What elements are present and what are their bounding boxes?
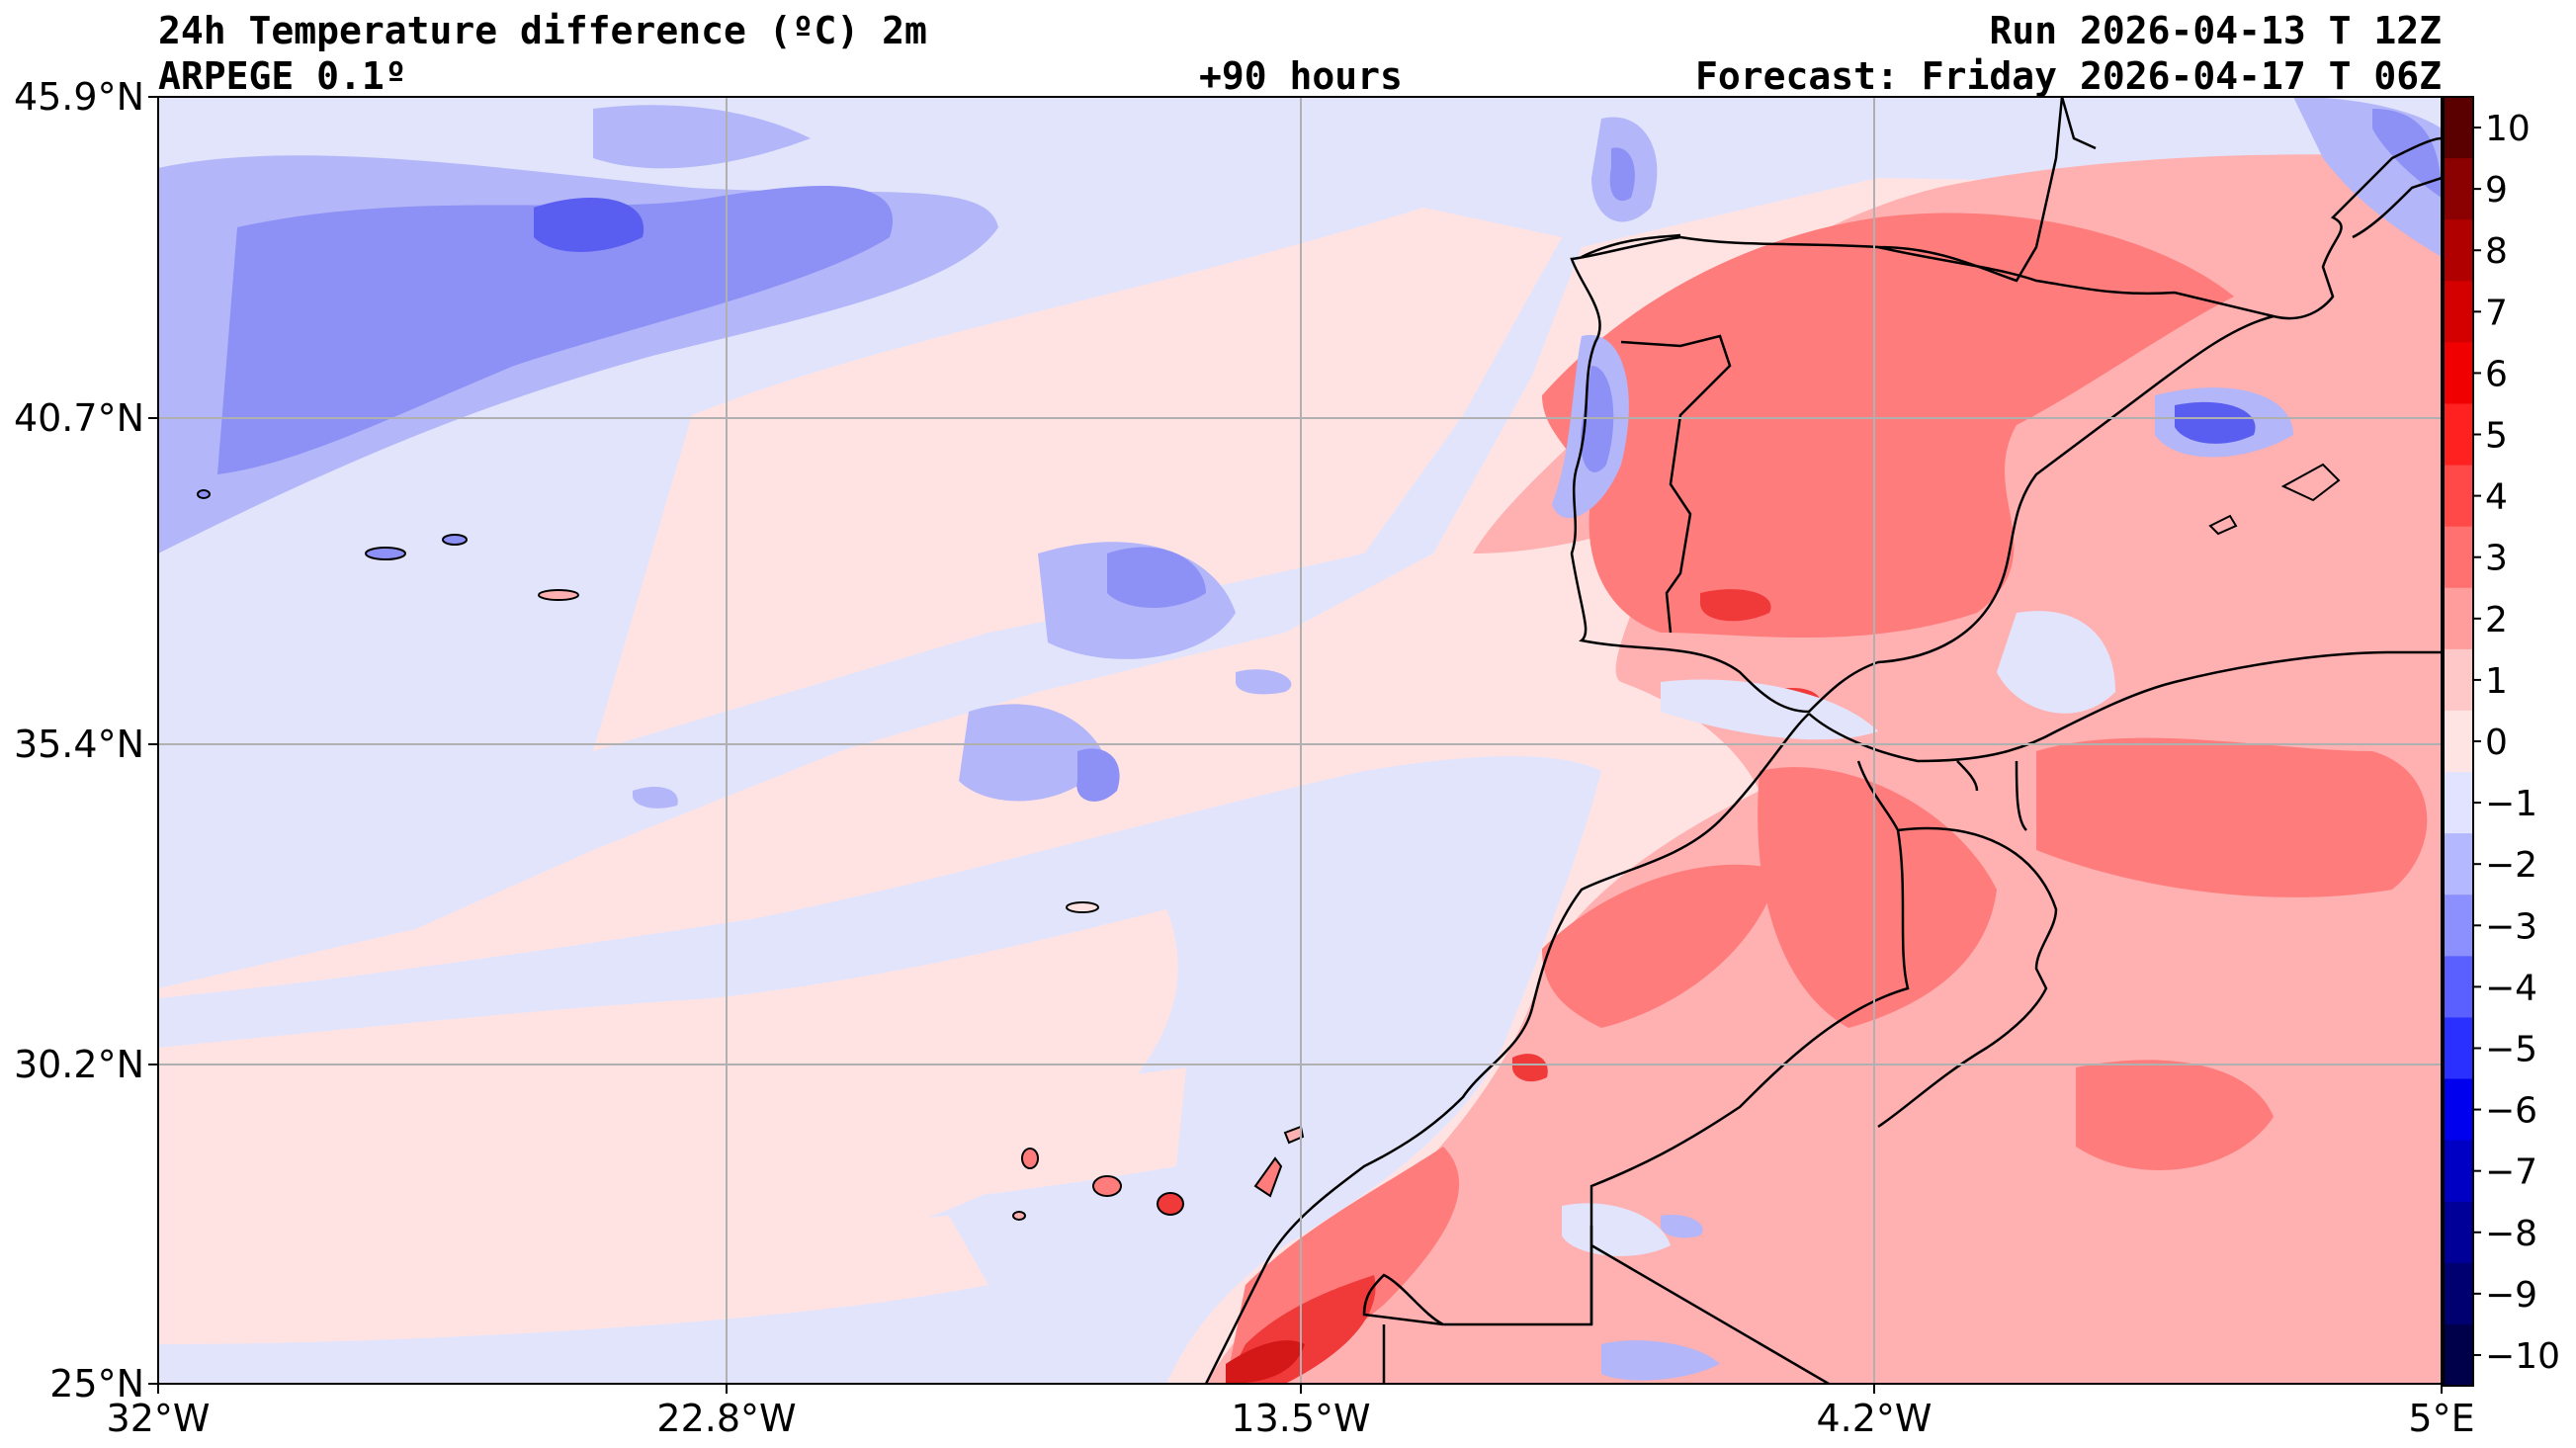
borders [1362, 245, 2275, 1384]
map-title: 24h Temperature difference (ºC) 2m [158, 9, 927, 52]
colorbar-band [2444, 97, 2473, 159]
lon-label-13-5w: 13.5°W [1231, 1397, 1370, 1440]
lat-label-30-2: 30.2°N [14, 1043, 144, 1086]
colorbar-label: −5 [2485, 1029, 2537, 1069]
latitude-labels: 45.9°N 40.7°N 35.4°N 30.2°N 25°N [14, 75, 144, 1405]
colorbar-band [2444, 710, 2473, 773]
model-label: ARPEGE 0.1º [158, 54, 407, 98]
colorbar-band [2444, 219, 2473, 282]
colorbar-label: 0 [2485, 723, 2508, 763]
colorbar-band [2444, 465, 2473, 528]
colorbar-band [2444, 956, 2473, 1018]
colorbar-band [2444, 342, 2473, 404]
colorbar-band [2444, 158, 2473, 220]
gridlines [158, 97, 2442, 1384]
colorbar-label: −10 [2485, 1336, 2560, 1377]
lat-label-45-9: 45.9°N [14, 75, 144, 119]
colorbar-label: −7 [2485, 1152, 2537, 1193]
colorbar-label: −2 [2485, 845, 2537, 886]
lat-label-40-7: 40.7°N [14, 396, 144, 440]
colorbar-band [2444, 1078, 2473, 1142]
coastlines [1204, 97, 2442, 1384]
lon-label-5e: 5°E [2408, 1397, 2474, 1440]
lead-time-label: +90 hours [1199, 54, 1403, 98]
lon-label-32w: 32°W [107, 1397, 211, 1440]
colorbar-label: −3 [2485, 906, 2537, 947]
colorbar-band [2444, 1323, 2473, 1387]
colorbar-label: 5 [2485, 416, 2508, 457]
colorbar-band [2444, 281, 2473, 343]
lon-label-4-2w: 4.2°W [1816, 1397, 1932, 1440]
colorbar-label: −9 [2485, 1275, 2537, 1316]
colorbar-label: 1 [2485, 661, 2508, 702]
colorbar-label: 7 [2485, 293, 2508, 333]
lat-label-25: 25°N [49, 1362, 144, 1405]
colorbar-band [2444, 1262, 2473, 1325]
colorbar-label: −1 [2485, 784, 2537, 824]
colorbar-band [2444, 587, 2473, 650]
colorbar-band [2444, 648, 2473, 712]
lon-label-22-8w: 22.8°W [656, 1397, 796, 1440]
run-label: Run 2026-04-13 T 12Z [1989, 9, 2442, 52]
colorbar-band [2444, 526, 2473, 589]
colorbar-label: 9 [2485, 170, 2508, 211]
colorbar-band [2444, 833, 2473, 895]
colorbar-band [2444, 894, 2473, 957]
colorbar-label: 4 [2485, 477, 2508, 518]
colorbar-label: 10 [2485, 109, 2531, 149]
colorbar-label: 3 [2485, 539, 2508, 579]
colorbar-label: 2 [2485, 600, 2508, 640]
colorbar-band [2444, 1201, 2473, 1264]
longitude-labels: 32°W 22.8°W 13.5°W 4.2°W 5°E [107, 1397, 2475, 1440]
colorbar-label: −8 [2485, 1214, 2537, 1254]
colorbar-band [2444, 403, 2473, 467]
colorbar-band [2444, 1017, 2473, 1080]
colorbar-label: 8 [2485, 231, 2508, 272]
forecast-valid-label: Forecast: Friday 2026-04-17 T 06Z [1695, 54, 2442, 98]
colorbar-band [2444, 1140, 2473, 1203]
colorbar-label: −4 [2485, 968, 2537, 1008]
colorbar-label: 6 [2485, 354, 2508, 394]
colorbar-band [2444, 772, 2473, 834]
lat-label-35-4: 35.4°N [14, 723, 144, 766]
colorbar-label: −6 [2485, 1091, 2537, 1132]
